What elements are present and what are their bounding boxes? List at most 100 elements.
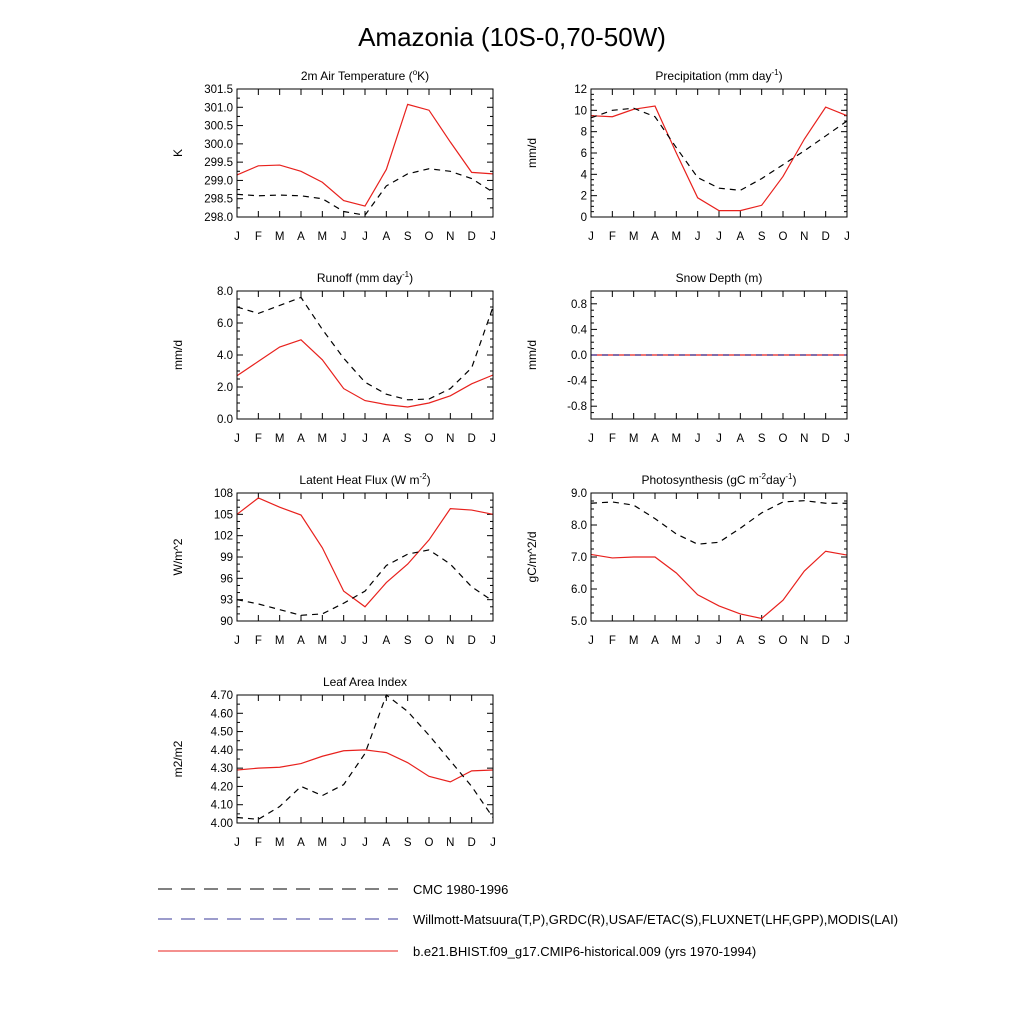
- panel-title: Photosynthesis (gC m-2day-1): [642, 472, 797, 487]
- x-tick-label: F: [255, 837, 262, 849]
- series-line-model: [236, 103, 494, 207]
- y-tick-label: 4.30: [211, 763, 233, 775]
- series-line-obs: [590, 500, 847, 545]
- x-tick-label: J: [341, 433, 347, 445]
- x-tick-label: J: [362, 231, 368, 243]
- series-line-model: [236, 749, 494, 783]
- title-sup: -1: [402, 270, 410, 279]
- panels: 2m Air Temperature (oK)KJ F M A M J J A S O N D J298…: [171, 68, 850, 849]
- x-tick-label: J: [490, 231, 496, 243]
- legend-label-0: CMC 1980-1996: [413, 882, 508, 897]
- x-tick-label: J: [695, 433, 701, 445]
- title-sup: -2: [759, 472, 767, 481]
- x-tick-label: N: [800, 433, 808, 445]
- x-tick-label: D: [822, 231, 830, 243]
- x-tick-label: M: [275, 231, 285, 243]
- x-tick-label: M: [672, 635, 682, 647]
- x-tick-label: J: [490, 635, 496, 647]
- title-text: Latent Heat Flux (W m: [299, 473, 419, 487]
- y-axis-label: mm/d: [525, 138, 539, 168]
- y-tick-label: 8: [581, 127, 587, 139]
- x-tick-label: O: [425, 433, 434, 445]
- title-text: 2m Air Temperature (: [301, 69, 413, 83]
- x-tick-label: J: [844, 635, 850, 647]
- panel-temp: 2m Air Temperature (oK)KJ F M A M J J A S O N D J298…: [171, 68, 496, 243]
- y-tick-label: 4.0: [217, 350, 233, 362]
- plot-frame: [590, 88, 848, 218]
- legend-label-1: Willmott-Matsuura(T,P),GRDC(R),USAF/ETAC…: [413, 912, 898, 927]
- y-tick-label: 6.0: [217, 318, 233, 330]
- x-tick-label: F: [255, 433, 262, 445]
- legend-label-2: b.e21.BHIST.f09_g17.CMIP6-historical.009…: [413, 944, 756, 959]
- ticks: [236, 694, 494, 824]
- x-tick-label: A: [297, 231, 305, 243]
- y-tick-label: 4.70: [211, 690, 233, 702]
- x-tick-label: D: [468, 231, 476, 243]
- title-text: Snow Depth (m): [676, 271, 763, 285]
- series-line-model: [236, 497, 494, 608]
- series-line-obs: [590, 107, 848, 191]
- main-title: Amazonia (10S-0,70-50W): [358, 22, 666, 52]
- title-end: ): [409, 271, 413, 285]
- x-tick-label: S: [758, 433, 766, 445]
- x-tick-label: O: [425, 231, 434, 243]
- x-tick-label: S: [404, 433, 412, 445]
- x-tick-label: N: [446, 837, 454, 849]
- series-line-model: [590, 105, 848, 212]
- plot-frame: [590, 492, 848, 622]
- x-tick-label: A: [382, 635, 390, 647]
- x-tick-label: N: [800, 635, 808, 647]
- x-tick-label: A: [297, 635, 305, 647]
- y-tick-label: 102: [214, 531, 233, 543]
- y-tick-label: 5.0: [571, 616, 587, 628]
- ticks: [236, 290, 494, 420]
- y-tick-label: 12: [574, 84, 587, 96]
- x-tick-label: M: [629, 635, 639, 647]
- title-end: ): [779, 69, 783, 83]
- y-tick-label: 108: [214, 488, 233, 500]
- x-tick-label: J: [234, 433, 240, 445]
- panel-snow: Snow Depth (m)mm/dJ F M A M J J A S O N D J-0.8-0.40…: [525, 271, 850, 445]
- panel-title: Snow Depth (m): [676, 271, 763, 285]
- x-tick-label: S: [404, 837, 412, 849]
- x-tick-label: J: [588, 433, 594, 445]
- y-tick-label: 4.20: [211, 781, 233, 793]
- y-tick-label: 300.5: [204, 121, 233, 133]
- plot-frame: [590, 290, 848, 420]
- x-tick-label: F: [255, 635, 262, 647]
- y-tick-label: 4.60: [211, 708, 233, 720]
- y-tick-label: 7.0: [571, 552, 587, 564]
- title-mid: day: [766, 473, 785, 487]
- x-tick-label: J: [695, 231, 701, 243]
- title-end: ): [427, 473, 431, 487]
- panel-title: Latent Heat Flux (W m-2): [299, 472, 430, 487]
- x-tick-label: M: [318, 837, 328, 849]
- x-tick-label: J: [341, 837, 347, 849]
- x-tick-label: F: [609, 433, 616, 445]
- x-tick-label: J: [234, 837, 240, 849]
- y-tick-label: 4.10: [211, 800, 233, 812]
- title-sup: -1: [771, 68, 779, 77]
- title-end: ): [793, 473, 797, 487]
- x-tick-label: N: [446, 231, 454, 243]
- ticks: [236, 88, 494, 218]
- x-tick-label: J: [844, 433, 850, 445]
- x-tick-label: M: [672, 433, 682, 445]
- x-tick-label: M: [275, 433, 285, 445]
- x-tick-label: A: [297, 837, 305, 849]
- x-tick-label: M: [318, 433, 328, 445]
- legend: CMC 1980-1996 Willmott-Matsuura(T,P),GRDC…: [158, 882, 898, 959]
- y-tick-label: 2.0: [217, 382, 233, 394]
- x-tick-label: J: [362, 635, 368, 647]
- y-tick-label: 96: [220, 573, 233, 585]
- plot-frame: [236, 290, 494, 420]
- y-tick-label: 0.8: [571, 299, 587, 311]
- series-line-obs: [236, 296, 494, 401]
- x-tick-label: O: [779, 433, 788, 445]
- y-axis-label: m2/m2: [171, 740, 185, 777]
- x-tick-label: A: [736, 433, 744, 445]
- x-tick-label: A: [736, 635, 744, 647]
- plot-frame: [236, 694, 494, 824]
- x-tick-label: O: [425, 635, 434, 647]
